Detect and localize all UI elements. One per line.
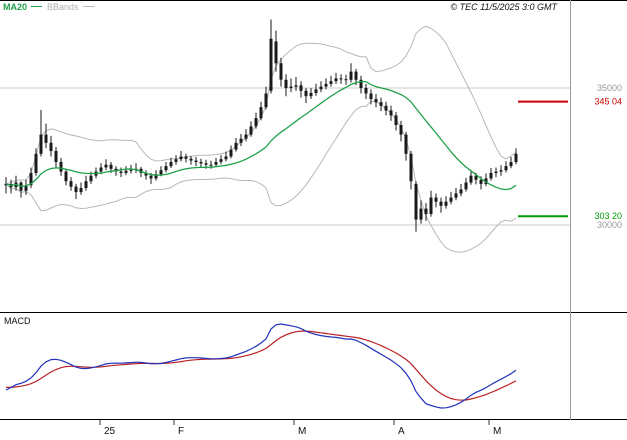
x-axis-label: A (398, 426, 405, 437)
ma20-line (5, 80, 517, 191)
y-axis-label: 30000 (597, 220, 622, 230)
ma20-legend-label: MA20 (3, 2, 28, 12)
bollinger-lower-band (5, 100, 517, 253)
support-level-label: 303 20 (594, 211, 622, 221)
macd-line (5, 323, 517, 409)
y-axis-label: 35000 (597, 83, 622, 93)
x-axis-label: 25 (104, 426, 116, 437)
x-axis-label: M (493, 426, 501, 437)
time-axis: 25 F M A M (99, 420, 501, 437)
bbands-legend-label: BBands (47, 2, 79, 12)
price-panel: 35000 30000 345 04 303 20 (0, 0, 627, 312)
x-axis-label: M (298, 426, 306, 437)
copyright-text: © TEC 11/5/2025 3:0 GMT (450, 2, 557, 12)
x-axis-label: F (178, 426, 184, 437)
macd-panel-label: MACD (4, 316, 31, 326)
resistance-level-label: 345 04 (594, 97, 622, 107)
ma20-line-swatch-icon (31, 6, 43, 8)
bbands-line-swatch-icon (82, 6, 94, 8)
candles (4, 19, 518, 232)
macd-panel (0, 312, 627, 420)
price-gridlines (0, 87, 570, 226)
chart-legend: MA20 BBands (3, 2, 99, 12)
macd-signal-line (6, 330, 517, 401)
